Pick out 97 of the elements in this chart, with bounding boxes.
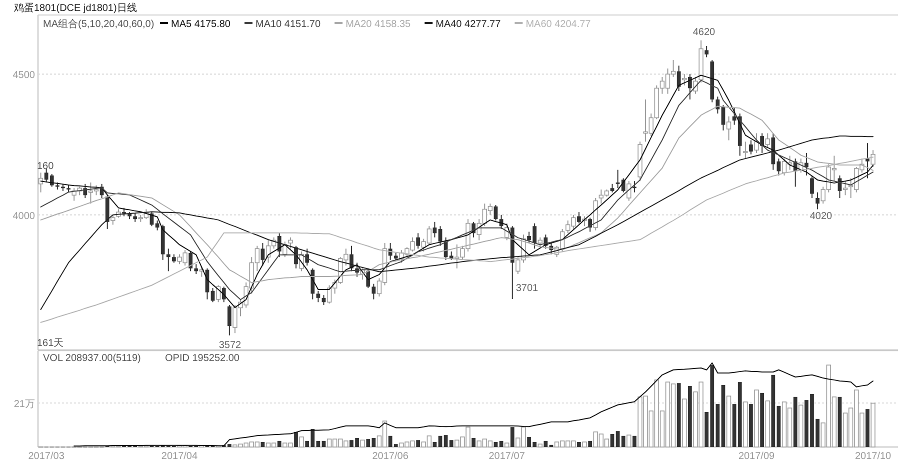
y-tick-label: 4000 (12, 210, 36, 222)
legend-label: MA40 4277.77 (436, 19, 502, 30)
bar (582, 442, 587, 448)
x-tick-label: 2017/03 (28, 451, 65, 462)
candlestick (816, 192, 820, 210)
candlestick (804, 152, 808, 176)
candlestick (38, 172, 44, 193)
annotation: VOL 208937.00(5119) (43, 353, 141, 364)
legend-label: MA20 4158.35 (346, 19, 412, 30)
bar (838, 396, 842, 447)
bar (793, 396, 798, 447)
x-tick-label: 2017/09 (738, 451, 776, 462)
annotation: 4620 (692, 27, 716, 38)
bar (760, 392, 764, 447)
bar (726, 396, 732, 448)
bar (504, 442, 510, 448)
bar (749, 404, 753, 447)
candlestick (288, 236, 293, 250)
annotation: 160 (37, 161, 54, 172)
candlestick (616, 169, 620, 189)
candlestick (754, 132, 759, 154)
bar (798, 404, 804, 448)
candlestick (743, 141, 748, 160)
bar (616, 431, 620, 447)
y-tick-label: 4500 (12, 70, 36, 82)
candlestick (716, 96, 720, 114)
chart-title: 鸡蛋1801(DCE jd1801)日线 (13, 2, 137, 14)
x-tick-label: 2017/07 (488, 451, 526, 462)
candlestick (188, 250, 193, 272)
candlestick (810, 174, 814, 198)
bar (682, 398, 687, 448)
legend-label: MA5 4175.80 (171, 19, 231, 30)
x-tick-label: 2017/06 (372, 451, 409, 462)
candlestick (416, 232, 420, 250)
bar (676, 383, 681, 447)
y-tick-label: 21万 (14, 398, 35, 410)
bar (472, 438, 476, 447)
candlestick (688, 74, 692, 100)
annotation: OPID 195252.00 (165, 353, 240, 364)
candlestick (760, 132, 764, 154)
bar (277, 440, 282, 447)
bar (432, 442, 437, 447)
bar (294, 432, 298, 447)
legend-label: MA60 4204.77 (526, 19, 592, 30)
candlestick (632, 180, 636, 193)
candlestick (676, 65, 681, 92)
candlestick (577, 212, 581, 224)
candlestick (866, 142, 870, 179)
candlestick (749, 140, 753, 155)
bar (510, 427, 514, 447)
bar (588, 440, 592, 447)
bar (621, 436, 626, 447)
candlestick (538, 236, 542, 248)
x-tick-label: 2017/10 (854, 451, 892, 462)
bar (771, 374, 776, 447)
bar (299, 436, 304, 448)
bar (360, 440, 365, 448)
bar (538, 444, 542, 448)
bar (416, 440, 420, 447)
annotation: 4020 (810, 211, 833, 222)
candlestick (316, 290, 320, 303)
candlestick (870, 150, 876, 168)
candlestick (222, 286, 226, 303)
annotation: 161天 (37, 338, 64, 349)
bar (626, 434, 632, 448)
bar (632, 436, 636, 447)
candlestick (110, 214, 116, 226)
candlestick (765, 132, 770, 148)
bar (754, 390, 759, 448)
bar (544, 440, 548, 447)
legend-label: MA10 4151.70 (256, 19, 321, 30)
candlestick (260, 242, 265, 266)
bar (866, 409, 870, 447)
candlestick (726, 116, 732, 141)
bar (610, 434, 614, 447)
bar (494, 442, 498, 447)
bar (870, 402, 876, 448)
annotation: 3701 (516, 283, 539, 294)
bar (743, 402, 748, 448)
x-tick-label: 2017/04 (161, 451, 198, 462)
candlestick (166, 248, 170, 272)
candlestick (682, 74, 687, 86)
candlestick (704, 45, 709, 58)
bar (260, 442, 265, 447)
candlestick (842, 180, 848, 196)
bar (444, 435, 448, 447)
candlestick (194, 264, 198, 274)
bar (721, 384, 726, 447)
bar (577, 442, 581, 447)
bar (688, 386, 692, 447)
bar (765, 400, 770, 448)
annotation: 3572 (218, 340, 242, 351)
bar (776, 406, 781, 447)
candlestick (227, 304, 232, 336)
bar (449, 440, 454, 447)
candlestick (372, 283, 376, 300)
annotation: MA组合(5,10,20,40,60,0) (43, 18, 154, 30)
